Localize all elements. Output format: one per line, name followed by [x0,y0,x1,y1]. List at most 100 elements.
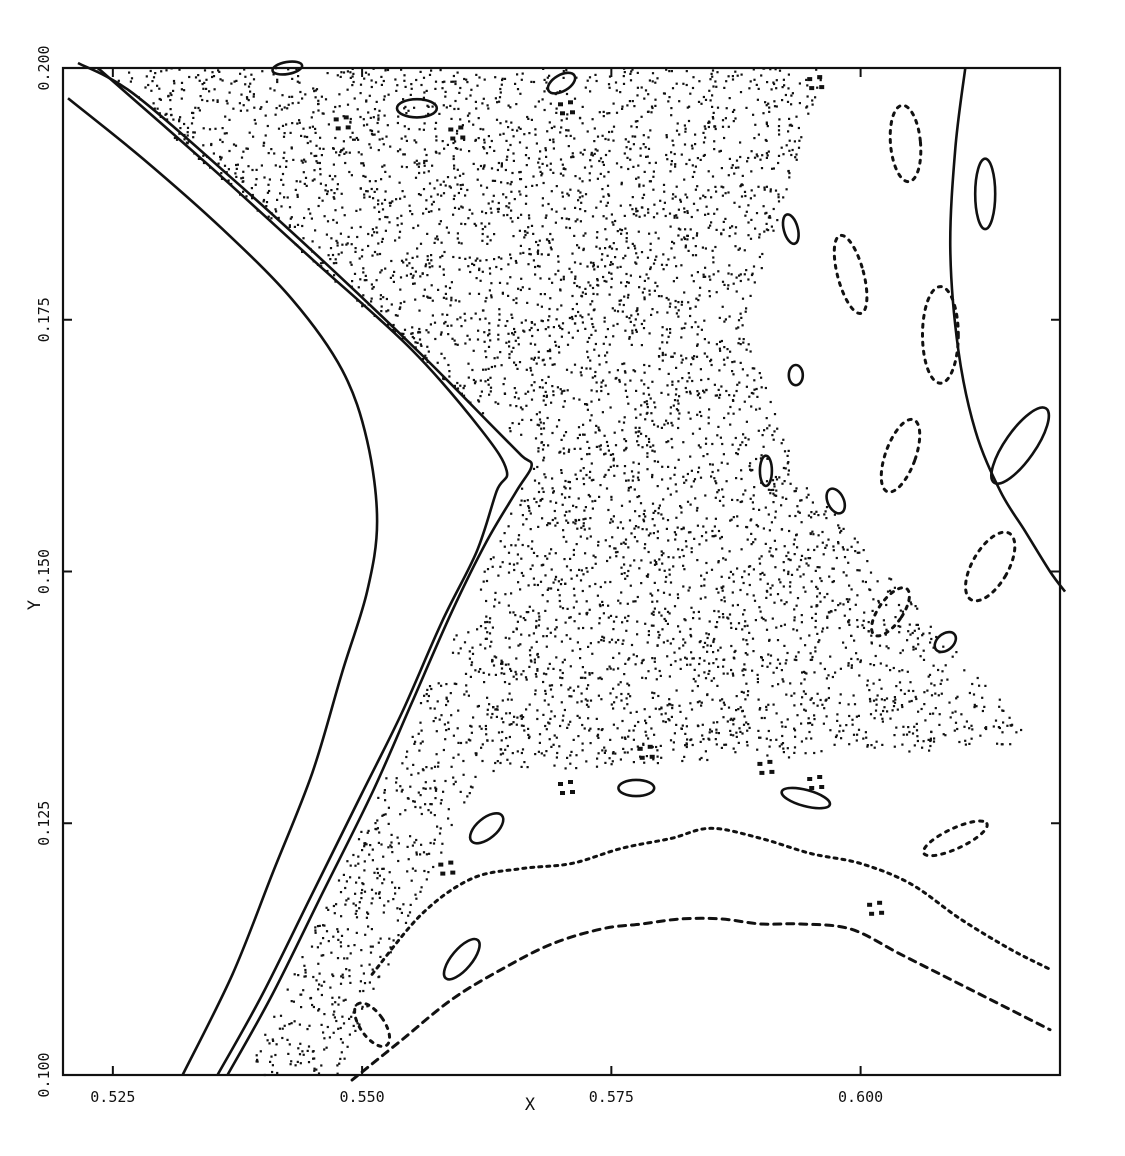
sea-point [151,80,154,83]
sea-point [654,81,657,84]
sea-point [638,215,641,218]
sea-point [782,585,785,588]
sea-point [669,302,672,305]
sea-point [339,1057,342,1060]
sea-point [581,589,584,593]
sea-point [709,224,712,227]
sea-point [619,204,622,207]
sea-point [330,189,333,192]
sea-point [810,737,813,740]
sea-point [782,747,785,750]
sea-point [228,118,231,121]
sea-point [414,176,418,179]
sea-point [845,724,848,727]
sea-point [341,973,344,976]
sea-point [484,225,487,228]
sea-point [847,703,850,706]
sea-point [577,246,581,249]
sea-point [594,375,597,378]
sea-point [580,700,583,703]
sea-point [520,765,523,768]
sea-point [741,710,744,713]
sea-point [277,127,281,130]
sea-point [739,500,742,504]
sea-point [707,121,710,124]
sea-point [530,418,533,422]
sea-point [597,426,600,429]
sea-point [691,379,694,383]
sea-point [672,193,675,196]
sea-point [497,324,500,327]
sea-point [680,336,683,339]
sea-point [728,264,731,267]
sea-point [373,133,376,136]
sea-point [660,756,663,759]
sea-point [685,745,688,749]
sea-point [423,159,426,163]
sea-point [914,695,917,698]
sea-point [723,363,726,366]
sea-point [601,600,604,603]
sea-point [597,428,601,431]
sea-point [741,669,744,672]
sea-point [509,253,512,256]
sea-point [250,73,253,76]
sea-point [705,539,708,542]
sea-point [351,280,354,283]
sea-point [783,623,786,626]
sea-point [519,715,522,718]
sea-point [519,244,522,247]
sea-point [254,122,257,125]
sea-point [747,221,750,224]
sea-point [562,529,565,532]
sea-point [529,342,532,345]
sea-point [482,193,485,196]
sea-point [628,657,631,660]
sea-point [856,658,859,661]
sea-point [453,339,456,342]
sea-point [821,530,824,534]
sea-point [419,794,422,797]
sea-point [557,580,560,583]
sea-point [436,235,439,238]
sea-point [893,696,896,699]
sea-point [288,1023,291,1026]
sea-point [825,715,828,718]
sea-point [500,83,503,86]
sea-point [290,216,293,219]
sea-point [337,930,340,933]
sea-point [362,972,365,975]
sea-point [376,121,379,125]
sea-point [766,457,769,460]
sea-point [823,513,826,516]
sea-point [529,567,532,571]
sea-point [391,274,395,277]
sea-point [666,655,669,658]
sea-point [766,125,769,128]
sea-point [585,567,588,570]
sea-point [701,723,704,726]
sea-point [510,350,513,353]
sea-point [678,647,681,650]
sea-point [532,232,535,235]
sea-point [502,721,505,724]
sea-point [730,166,733,169]
sea-point [908,750,911,753]
sea-point [371,287,374,290]
sea-point [833,513,836,516]
sea-point [636,440,639,443]
sea-point [577,199,580,202]
sea-point [820,750,823,753]
sea-point [623,673,626,676]
sea-point [399,288,402,291]
sea-point [808,730,811,734]
sea-point [575,302,578,306]
sea-point [757,698,760,701]
sea-point [456,147,459,150]
sea-point [913,629,916,632]
sea-point [565,519,568,522]
sea-point [681,358,684,361]
sea-point [535,362,538,365]
sea-point [329,986,332,989]
sea-point [461,124,464,127]
